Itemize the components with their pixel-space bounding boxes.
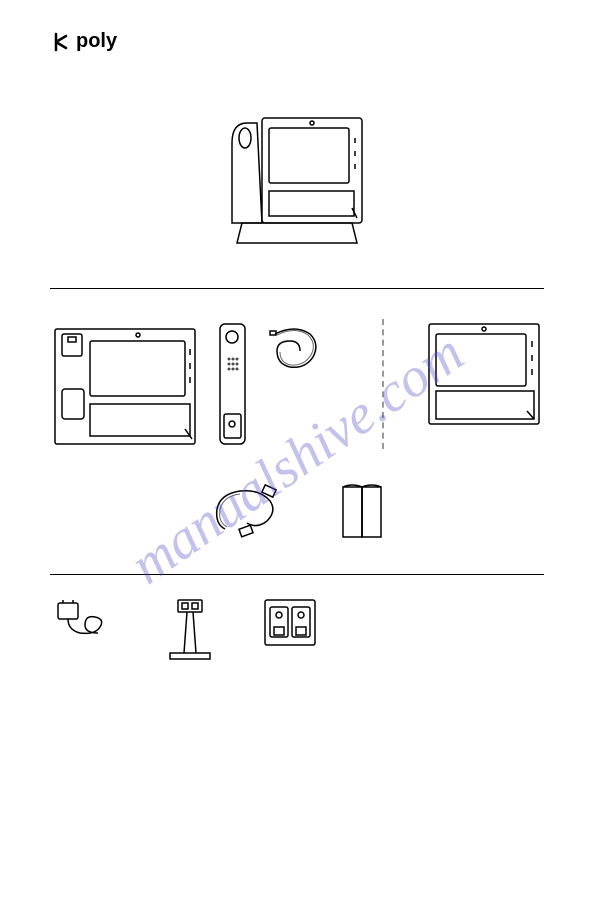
components-row-3 — [50, 595, 544, 665]
row1-left-group — [50, 319, 342, 449]
power-adapter-icon — [50, 595, 120, 645]
divider-1 — [50, 288, 544, 289]
poly-logo-icon — [50, 32, 70, 52]
booklet-icon — [335, 479, 390, 544]
components-row-1 — [50, 319, 544, 449]
components-row-2 — [50, 479, 544, 544]
hero-product-illustration — [50, 93, 544, 258]
handset-icon — [215, 319, 250, 449]
vertical-dashed-divider — [382, 319, 384, 449]
phone-base-unit-icon — [50, 319, 200, 449]
divider-2 — [50, 574, 544, 575]
display-unit-icon — [424, 319, 544, 429]
coiled-cord-icon — [265, 319, 325, 379]
ethernet-cable-icon — [205, 479, 295, 544]
document-page: poly — [0, 0, 594, 918]
wall-mount-bracket-icon — [260, 595, 320, 650]
brand-name: poly — [76, 30, 117, 53]
brand-logo: poly — [50, 30, 544, 53]
stand-mount-icon — [160, 595, 220, 665]
